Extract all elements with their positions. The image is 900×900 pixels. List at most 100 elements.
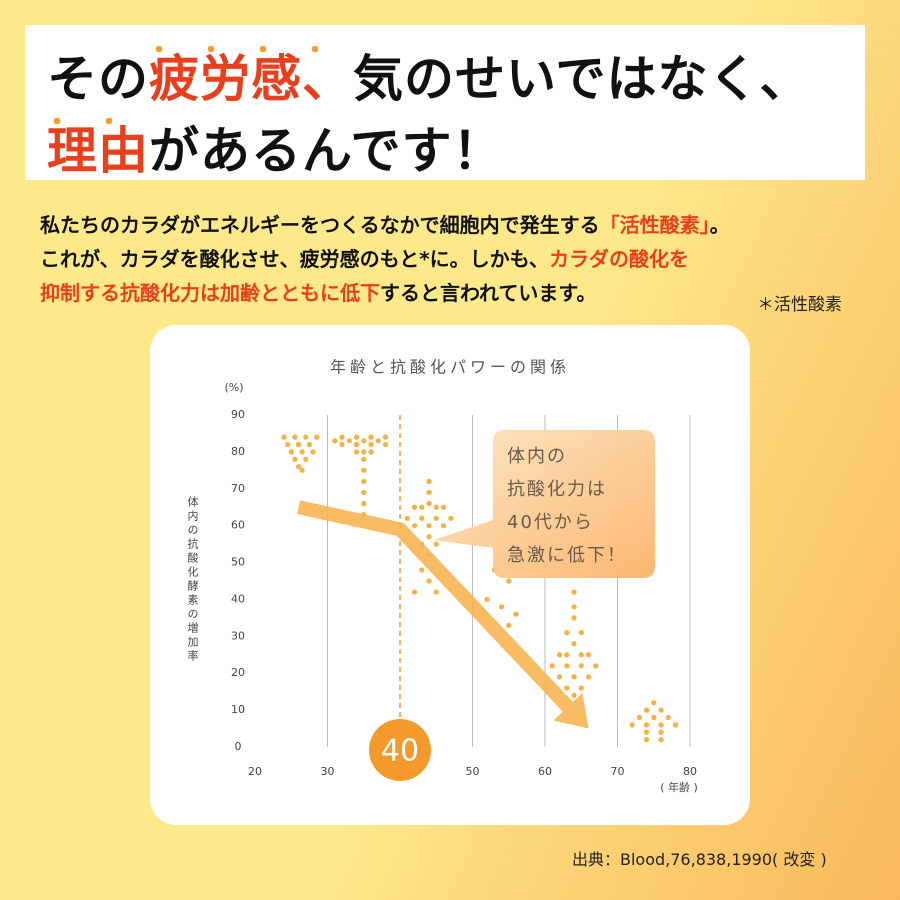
data-point (643, 737, 650, 743)
trend-arrowhead (553, 693, 589, 729)
y-tick-label: 10 (231, 703, 245, 716)
callout-text: 急激に低下！ (507, 545, 627, 566)
data-point (658, 707, 664, 713)
body-segment: カラダの酸化を (549, 247, 690, 271)
x-tick-label: 20 (248, 765, 262, 778)
data-point (658, 729, 664, 735)
chart-title: 年齢と抗酸化パワーの関係 (330, 358, 570, 377)
body-line: 抑制する抗酸化力は加齢とともに低下すると言われています。 (40, 277, 596, 306)
data-point (564, 663, 570, 669)
data-point (665, 714, 671, 721)
data-point (571, 615, 577, 621)
data-point (310, 449, 316, 455)
data-point (556, 674, 563, 680)
reference-badge (369, 719, 431, 781)
callout-text: 40代から (507, 512, 594, 533)
data-point (506, 622, 512, 628)
data-point (658, 722, 664, 728)
y-tick-label: 60 (231, 519, 245, 532)
body-segment: 抑制する (40, 281, 120, 305)
data-point (299, 467, 305, 473)
data-point (658, 737, 664, 743)
trend-arrow (297, 500, 573, 712)
data-point (361, 478, 367, 484)
callout-box (434, 430, 655, 578)
x-tick-label: 40 (381, 734, 419, 769)
data-point (368, 449, 374, 455)
data-point (549, 663, 555, 669)
data-point (643, 707, 650, 713)
data-point (411, 589, 418, 595)
headline-segment: その (47, 50, 149, 108)
body-segment: これが、カラダを酸化させ、疲労感のもと*に。しかも、 (40, 247, 550, 271)
data-point (426, 500, 432, 507)
y-tick-label: 40 (231, 592, 245, 605)
data-point (332, 438, 338, 444)
data-point (643, 722, 650, 728)
data-point (433, 515, 439, 521)
data-point (314, 434, 320, 440)
data-point (571, 674, 577, 680)
data-point (419, 504, 425, 510)
data-point (636, 714, 642, 721)
data-point (303, 456, 309, 462)
y-unit: (%) (224, 381, 243, 394)
data-point (361, 456, 367, 462)
x-tick-label: 60 (538, 765, 552, 778)
y-tick-label: 70 (231, 482, 245, 495)
data-point (593, 663, 599, 669)
body-segment: 「活性酸素」 (599, 213, 710, 237)
data-point (498, 604, 505, 610)
data-point (433, 541, 439, 547)
body-line: これが、カラダを酸化させ、疲労感のもと*に。しかも、カラダの酸化を (40, 243, 689, 272)
data-point (643, 729, 650, 735)
data-point (578, 652, 584, 658)
data-point (564, 685, 570, 691)
data-point (346, 438, 352, 444)
data-point (339, 434, 345, 440)
body-segment: すると言われています。 (380, 281, 597, 305)
data-point (299, 449, 305, 455)
body-line: 私たちのカラダがエネルギーをつくるなかで細胞内で発生する「活性酸素」。 (40, 209, 730, 238)
source: 出典：Blood,76,838,1990( 改変 ) (572, 850, 827, 869)
data-point (419, 515, 425, 521)
data-point (426, 534, 432, 540)
data-point (285, 441, 291, 448)
data-point (440, 523, 447, 529)
data-point (361, 500, 367, 507)
y-tick-label: 50 (231, 556, 245, 569)
data-point (306, 441, 312, 448)
data-point (426, 523, 432, 529)
data-point (361, 467, 367, 473)
body-segment: 私たちのカラダがエネルギーをつくるなかで細胞内で発生する (40, 213, 600, 237)
data-point (484, 596, 490, 603)
data-point (292, 434, 298, 440)
data-point (339, 441, 345, 448)
data-point (564, 652, 570, 658)
data-point (361, 449, 367, 455)
data-point (353, 441, 360, 448)
headline-segment: があるんです！ (149, 122, 504, 180)
data-point (426, 489, 432, 496)
data-point (426, 578, 432, 584)
body-segment: 。 (709, 213, 730, 237)
data-point (426, 478, 432, 484)
data-point (353, 434, 360, 440)
data-point (433, 504, 439, 510)
data-point (571, 641, 577, 647)
data-point (411, 504, 418, 510)
data-point (295, 441, 302, 448)
data-point (375, 438, 381, 444)
footnote: ＊活性酸素 (757, 295, 842, 315)
x-tick-label: 70 (611, 765, 625, 778)
headline-segment: 気のせいではなく、 (353, 50, 811, 108)
data-point (585, 674, 592, 680)
data-point (295, 464, 302, 470)
y-tick-label: 0 (235, 740, 242, 753)
data-point (672, 722, 679, 728)
headline-segment: 理由 (47, 118, 149, 180)
y-tick-label: 30 (231, 629, 245, 642)
data-point (368, 441, 374, 448)
